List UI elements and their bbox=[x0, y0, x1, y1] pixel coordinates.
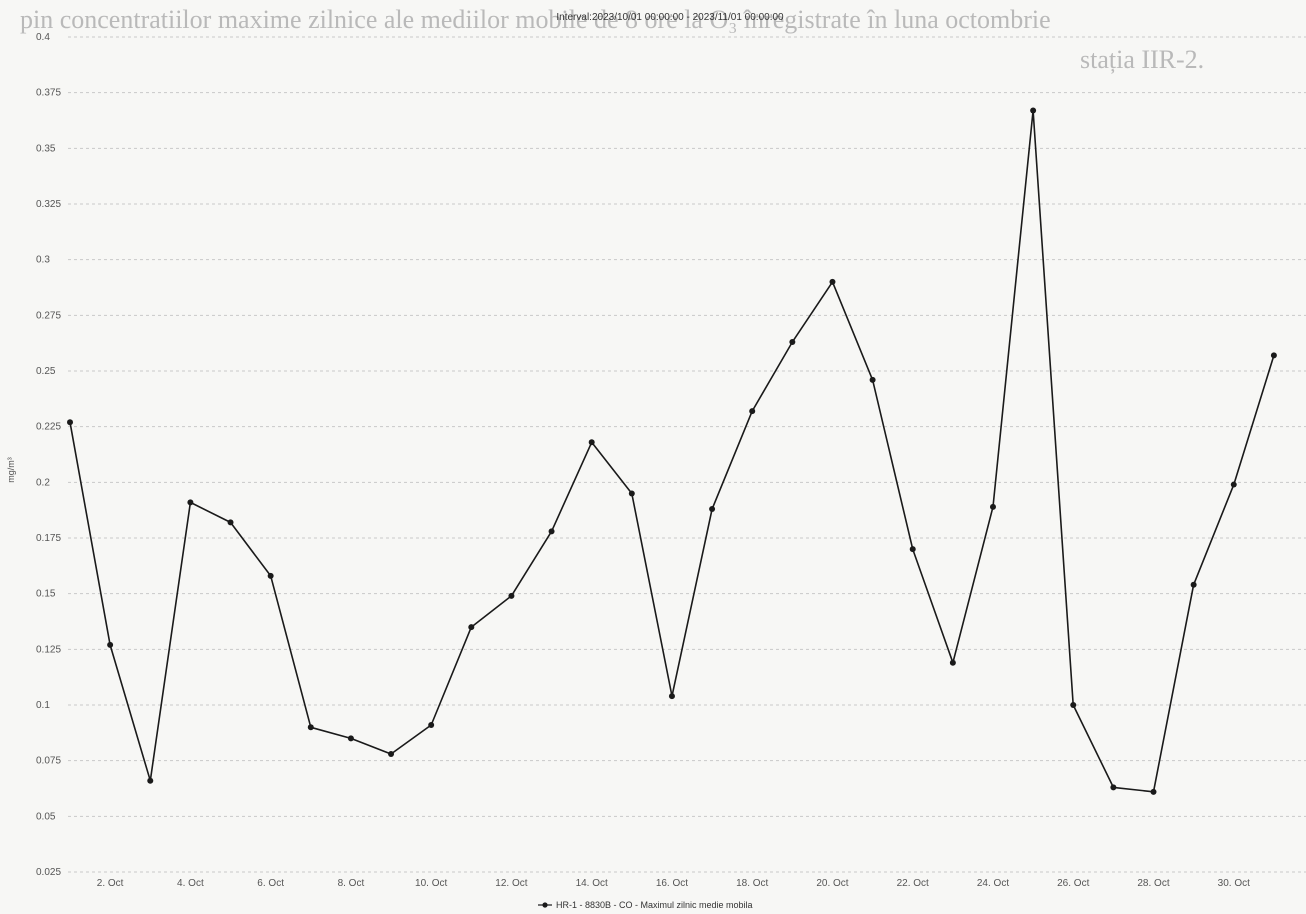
y-tick-label: 0.025 bbox=[36, 867, 61, 878]
data-point[interactable] bbox=[1030, 107, 1037, 114]
x-tick-label: 26. Oct bbox=[1057, 878, 1089, 889]
x-tick-label: 20. Oct bbox=[816, 878, 848, 889]
data-point[interactable] bbox=[1150, 788, 1157, 795]
y-tick-label: 0.05 bbox=[36, 811, 56, 822]
data-point[interactable] bbox=[829, 278, 836, 285]
y-tick-label: 0.125 bbox=[36, 644, 61, 655]
data-point[interactable] bbox=[1070, 702, 1077, 708]
data-point[interactable] bbox=[227, 519, 234, 526]
data-point[interactable] bbox=[67, 419, 74, 426]
data-point[interactable] bbox=[1270, 352, 1277, 359]
data-point[interactable] bbox=[468, 624, 475, 631]
data-point[interactable] bbox=[668, 693, 675, 700]
x-tick-label: 22. Oct bbox=[897, 878, 929, 889]
y-tick-label: 0.375 bbox=[36, 88, 61, 99]
data-point[interactable] bbox=[949, 659, 956, 666]
x-tick-label: 30. Oct bbox=[1218, 878, 1250, 889]
x-tick-label: 16. Oct bbox=[656, 878, 688, 889]
data-point[interactable] bbox=[869, 376, 876, 383]
data-point[interactable] bbox=[347, 735, 354, 742]
data-point[interactable] bbox=[307, 724, 314, 731]
data-point[interactable] bbox=[147, 777, 154, 784]
x-axis-ticks: 2. Oct 4. Oct 6. Oct 8. Oct 10. Oct 12. Oct 14… bbox=[97, 878, 1250, 889]
data-point[interactable] bbox=[548, 528, 555, 535]
x-tick-label: 8. Oct bbox=[338, 878, 365, 889]
series-group bbox=[67, 107, 1277, 795]
bleed-through-line-2: stația IIR-2. bbox=[1080, 45, 1205, 74]
data-point[interactable] bbox=[1110, 784, 1117, 791]
x-tick-label: 2. Oct bbox=[97, 878, 124, 889]
data-point[interactable] bbox=[588, 439, 595, 446]
y-tick-label: 0.2 bbox=[36, 477, 50, 488]
data-point[interactable] bbox=[508, 592, 515, 599]
data-point[interactable] bbox=[267, 572, 274, 579]
data-point[interactable] bbox=[428, 722, 435, 729]
y-tick-label: 0.35 bbox=[36, 143, 56, 154]
y-tick-label: 0.175 bbox=[36, 533, 61, 544]
data-point[interactable] bbox=[989, 503, 996, 510]
y-tick-label: 0.3 bbox=[36, 255, 50, 266]
data-point[interactable] bbox=[187, 499, 194, 506]
data-point[interactable] bbox=[1190, 581, 1197, 588]
y-tick-label: 0.25 bbox=[36, 366, 56, 377]
y-tick-label: 0.15 bbox=[36, 589, 56, 600]
data-point[interactable] bbox=[789, 339, 796, 346]
data-point[interactable] bbox=[107, 641, 114, 648]
y-tick-label: 0.225 bbox=[36, 422, 61, 433]
bleed-through-text: pin concentratiilor maxime zilnice ale m… bbox=[0, 0, 1306, 80]
legend-series-label: HR-1 - 8830B - CO - Maximul zilnic medie… bbox=[556, 900, 753, 910]
x-tick-label: 18. Oct bbox=[736, 878, 768, 889]
bleed-through-line-1: pin concentratiilor maxime zilnice ale m… bbox=[20, 5, 1051, 34]
x-tick-label: 14. Oct bbox=[576, 878, 608, 889]
series-line bbox=[69, 109, 1275, 793]
y-tick-label: 0.275 bbox=[36, 310, 61, 321]
y-tick-label: 0.325 bbox=[36, 199, 61, 210]
data-point[interactable] bbox=[709, 506, 716, 513]
y-axis-ticks: 0.025 0.05 0.075 0.1 0.125 0.15 0.175 0.2 0.225 0… bbox=[36, 32, 61, 878]
data-point[interactable] bbox=[749, 408, 756, 415]
chart-title: Interval:2023/10/01 00:00:00 - 2023/11/0… bbox=[556, 12, 784, 23]
grid-lines bbox=[68, 36, 1306, 873]
legend[interactable]: HR-1 - 8830B - CO - Maximul zilnic medie… bbox=[538, 900, 753, 910]
y-axis-label: mg/m³ bbox=[6, 457, 16, 483]
x-tick-label: 6. Oct bbox=[257, 878, 284, 889]
data-point[interactable] bbox=[909, 546, 916, 553]
x-tick-label: 10. Oct bbox=[415, 878, 447, 889]
data-point[interactable] bbox=[628, 490, 635, 497]
data-point[interactable] bbox=[1230, 481, 1237, 488]
x-tick-label: 24. Oct bbox=[977, 878, 1009, 889]
y-tick-label: 0.075 bbox=[36, 756, 61, 767]
y-tick-label: 0.4 bbox=[36, 32, 50, 43]
legend-point-marker bbox=[542, 902, 548, 908]
x-tick-label: 4. Oct bbox=[177, 878, 204, 889]
x-tick-label: 28. Oct bbox=[1137, 878, 1169, 889]
data-point[interactable] bbox=[388, 750, 395, 757]
x-tick-label: 12. Oct bbox=[495, 878, 527, 889]
y-tick-label: 0.1 bbox=[36, 700, 50, 711]
